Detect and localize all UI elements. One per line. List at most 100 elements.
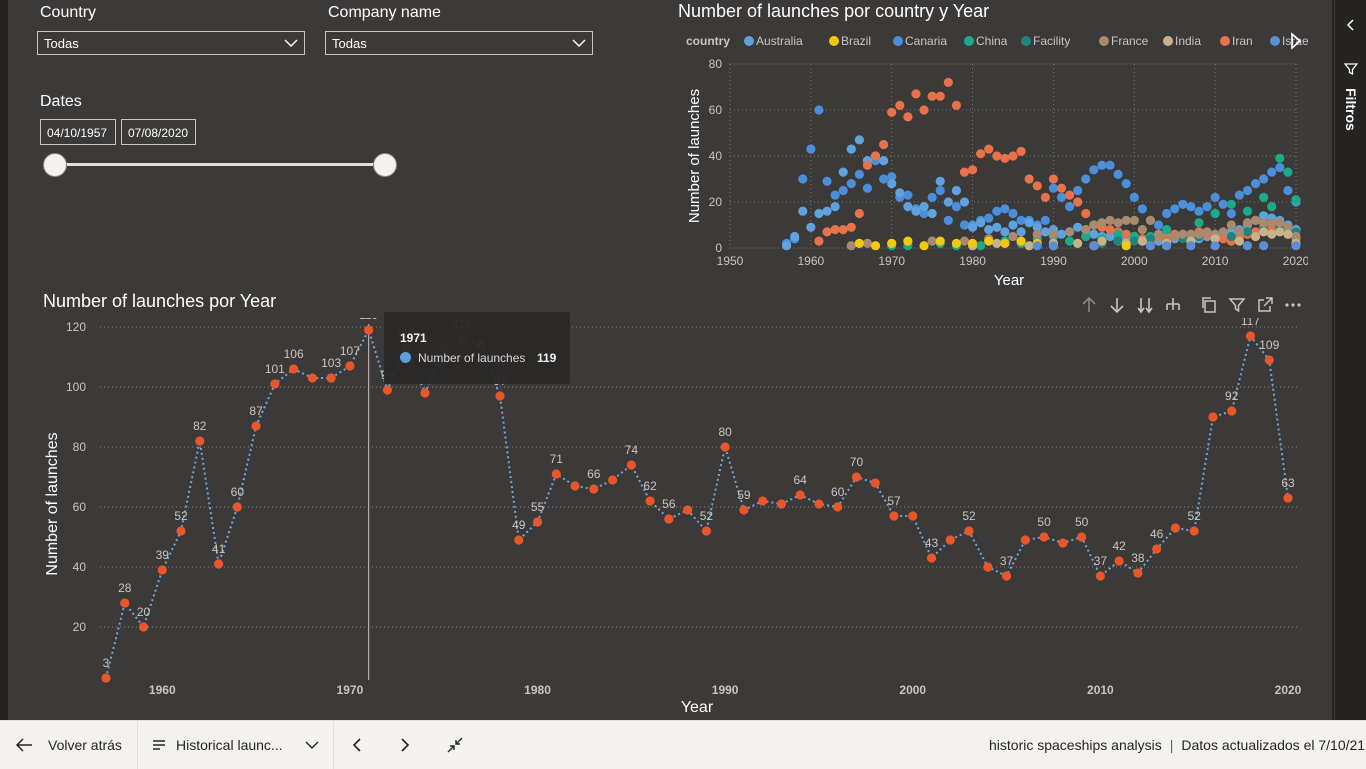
data-point-australia[interactable] [992,222,1002,232]
data-point-canaria[interactable] [1073,185,1083,196]
data-point-australia[interactable] [806,222,816,232]
data-point-canaria[interactable] [1259,174,1269,184]
data-point-france[interactable] [1259,218,1269,228]
data-point-china[interactable] [1291,195,1301,205]
date-range-end-handle[interactable] [373,153,397,177]
back-button[interactable]: Volver atrás [14,721,122,769]
data-point-france[interactable] [1242,218,1253,228]
data-point-china[interactable] [1162,225,1172,235]
data-point-canaria[interactable] [1097,160,1107,170]
data-point[interactable] [195,436,205,446]
data-point-iran[interactable] [1105,225,1115,235]
legend-item-canaria[interactable]: Canaria [905,34,947,48]
country-dropdown[interactable]: Todas [37,31,305,55]
data-point-brazil[interactable] [1000,238,1010,248]
data-point-iran[interactable] [919,105,929,115]
data-point-australia[interactable] [1105,231,1115,242]
data-point-australia[interactable] [1024,218,1034,228]
data-point[interactable] [795,490,805,500]
data-point-canaria[interactable] [919,208,929,219]
data-point-canaria[interactable] [1040,215,1050,225]
data-point-france[interactable] [1178,229,1188,239]
data-point-australia[interactable] [838,167,848,177]
data-point-canaria[interactable] [1153,220,1164,230]
data-point-canaria[interactable] [1113,169,1123,179]
data-point-canaria[interactable] [1121,179,1131,189]
legend-item-facility[interactable]: Facility [1033,34,1070,48]
data-point-canaria[interactable] [1226,208,1236,219]
data-point[interactable] [1245,331,1256,341]
data-point-canaria[interactable] [984,213,994,223]
data-point-france[interactable] [1065,227,1075,237]
data-point[interactable] [664,514,674,524]
data-point-iran[interactable] [870,151,881,161]
data-point[interactable] [1189,526,1199,536]
data-point-china[interactable] [1210,208,1220,219]
data-point-iran[interactable] [879,139,889,150]
data-point[interactable] [701,526,711,536]
data-point-iran[interactable] [1032,181,1042,191]
data-point[interactable] [1077,532,1087,542]
data-point-iran[interactable] [854,208,864,219]
data-point[interactable] [814,499,824,509]
data-point-france[interactable] [1008,231,1018,242]
collapse-button[interactable] [446,721,464,769]
data-point[interactable] [120,598,130,608]
data-point[interactable] [1058,538,1068,548]
data-point-israel[interactable] [1145,241,1156,251]
arrow-down-icon[interactable] [1108,296,1126,314]
data-point-australia[interactable] [1259,211,1269,221]
data-point[interactable] [326,373,336,383]
data-point[interactable] [1095,571,1105,581]
data-point[interactable] [589,484,599,494]
page-selector[interactable]: Historical launc... [152,721,319,769]
data-point-facility[interactable] [1242,227,1253,237]
data-point-australia[interactable] [1056,229,1067,239]
data-point-iran[interactable] [903,112,913,122]
data-point[interactable] [382,385,393,395]
data-point-iran[interactable] [1073,197,1083,207]
data-point-israel[interactable] [1048,241,1059,251]
data-point[interactable] [889,511,899,521]
data-point-australia[interactable] [911,206,921,216]
data-point-canaria[interactable] [879,174,889,184]
data-point-australia[interactable] [967,222,978,232]
data-point[interactable] [213,559,224,569]
data-point-france[interactable] [1153,229,1164,239]
data-point-canaria[interactable] [822,176,832,186]
data-point[interactable] [1114,556,1124,566]
data-point-iran[interactable] [1048,174,1059,184]
data-point-australia[interactable] [919,202,929,212]
data-point-canaria[interactable] [1234,190,1244,200]
data-point[interactable] [289,364,299,374]
data-point[interactable] [570,481,580,491]
legend-item-china[interactable]: China [976,34,1008,48]
data-point-canaria[interactable] [1275,162,1285,173]
data-point-france[interactable] [1194,229,1204,239]
data-point-france[interactable] [1226,220,1236,230]
data-point-brazil[interactable] [887,238,897,248]
data-point-iran[interactable] [927,91,937,101]
data-point-canaria[interactable] [1170,204,1180,214]
data-point-france[interactable] [1129,215,1139,225]
data-point-france[interactable] [1218,227,1228,237]
data-point-canaria[interactable] [854,169,864,179]
data-point-australia[interactable] [887,179,897,189]
data-point-france[interactable] [1275,218,1285,228]
data-point-australia[interactable] [846,144,856,154]
data-point-canaria[interactable] [992,206,1002,216]
data-point-canaria[interactable] [1129,192,1139,202]
arrow-up-icon[interactable] [1080,296,1098,314]
data-point-france[interactable] [927,236,937,246]
data-point-iran[interactable] [830,225,840,235]
data-point-iran[interactable] [951,100,961,110]
data-point-iran[interactable] [976,149,986,159]
data-point-india[interactable] [1267,229,1277,239]
data-point-iran[interactable] [992,151,1002,161]
data-point-canaria[interactable] [1194,206,1204,216]
data-point[interactable] [1227,406,1237,416]
data-point-iran[interactable] [1218,234,1228,244]
data-point-israel[interactable] [1210,241,1220,251]
data-point-france[interactable] [1145,215,1156,225]
double-arrow-down-icon[interactable] [1136,296,1154,314]
